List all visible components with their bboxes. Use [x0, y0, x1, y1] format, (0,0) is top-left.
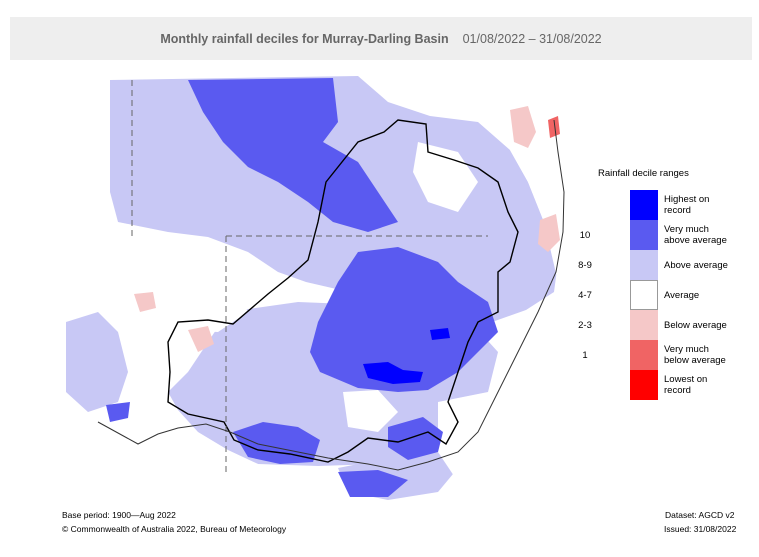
above-average-area-east	[488, 182, 528, 272]
below-average-area-east-coast	[538, 214, 560, 252]
very-much-above-average-area-south	[233, 422, 320, 464]
legend-label-line: Lowest on	[664, 374, 708, 385]
legend-decile: 2-3	[578, 320, 592, 331]
coastline	[97, 119, 565, 471]
legend-label-line: Highest on	[664, 194, 710, 205]
legend-swatch-above	[630, 250, 658, 280]
legend-label-line: record	[664, 385, 691, 396]
very-much-above-average-area-far-south	[338, 470, 408, 497]
legend-label: Below average	[664, 320, 754, 331]
map-header: Monthly rainfall deciles for Murray-Darl…	[10, 17, 752, 60]
legend-decile: 8-9	[578, 260, 592, 271]
highest-on-record-region	[363, 328, 450, 384]
below-average-area-ne-coast	[510, 106, 536, 148]
very-much-above-average-area-north	[188, 78, 398, 232]
legend-title: Rainfall decile ranges	[598, 168, 689, 179]
legend-label: Average	[664, 290, 754, 301]
murray-darling-basin-boundary	[167, 119, 519, 463]
very-much-above-average-area-centre	[310, 247, 498, 392]
legend-label: Very much below average	[664, 344, 754, 366]
base-period-note: Base period: 1900—Aug 2022	[62, 510, 176, 520]
average-area-south-centre	[343, 390, 398, 432]
legend-label-line: Very much	[664, 344, 709, 355]
very-much-below-average-region	[548, 116, 560, 138]
legend-swatch-below	[630, 310, 658, 340]
average-area-southwest	[188, 452, 258, 512]
legend-label-line: Above average	[664, 260, 728, 271]
legend-label: Above average	[664, 260, 754, 271]
very-much-above-average-area-se	[388, 417, 443, 460]
below-average-area-west	[134, 292, 156, 312]
date-range: 01/08/2022 – 31/08/2022	[462, 31, 602, 46]
legend-label: Very much above average	[664, 224, 754, 246]
very-much-above-average-region	[106, 78, 498, 497]
legend-swatch-average	[630, 280, 658, 310]
legend-decile: 10	[579, 230, 591, 241]
average-area-ne	[413, 142, 478, 212]
legend-label-line: Average	[664, 290, 700, 301]
map-title: Monthly rainfall deciles for Murray-Darl…	[160, 31, 449, 46]
legend-swatch-highest	[630, 190, 658, 220]
legend-decile: 1	[582, 350, 588, 361]
dataset-note: Dataset: AGCD v2	[665, 510, 735, 520]
legend-label: Lowest on record	[664, 374, 754, 396]
legend-swatch-very-much-below	[630, 340, 658, 370]
below-average-region	[134, 106, 560, 352]
legend-label-line: record	[664, 205, 691, 216]
highest-on-record-area-2	[430, 328, 450, 340]
legend-label: Highest on record	[664, 194, 754, 216]
legend-decile: 4-7	[578, 290, 592, 301]
average-area-west	[58, 222, 248, 332]
below-average-area-centre-west	[188, 326, 214, 352]
legend-label-line: below average	[664, 355, 726, 366]
map-frame: Rainfall decile ranges Highest on record…	[58, 72, 758, 540]
issued-date: Issued: 31/08/2022	[664, 524, 737, 534]
average-area-southeast	[438, 392, 498, 482]
legend-label-line: above average	[664, 235, 727, 246]
above-average-area-west	[66, 312, 128, 412]
very-much-below-average-area	[548, 116, 560, 138]
highest-on-record-area-1	[363, 362, 423, 384]
very-much-above-average-area-west	[106, 402, 130, 422]
legend-swatch-lowest	[630, 370, 658, 400]
legend-swatch-very-much-above	[630, 220, 658, 250]
copyright-note: © Commonwealth of Australia 2022, Bureau…	[62, 524, 287, 534]
legend-label-line: Below average	[664, 320, 727, 331]
legend-label-line: Very much	[664, 224, 709, 235]
rainfall-decile-map	[58, 76, 578, 512]
average-area-nw	[58, 80, 110, 147]
